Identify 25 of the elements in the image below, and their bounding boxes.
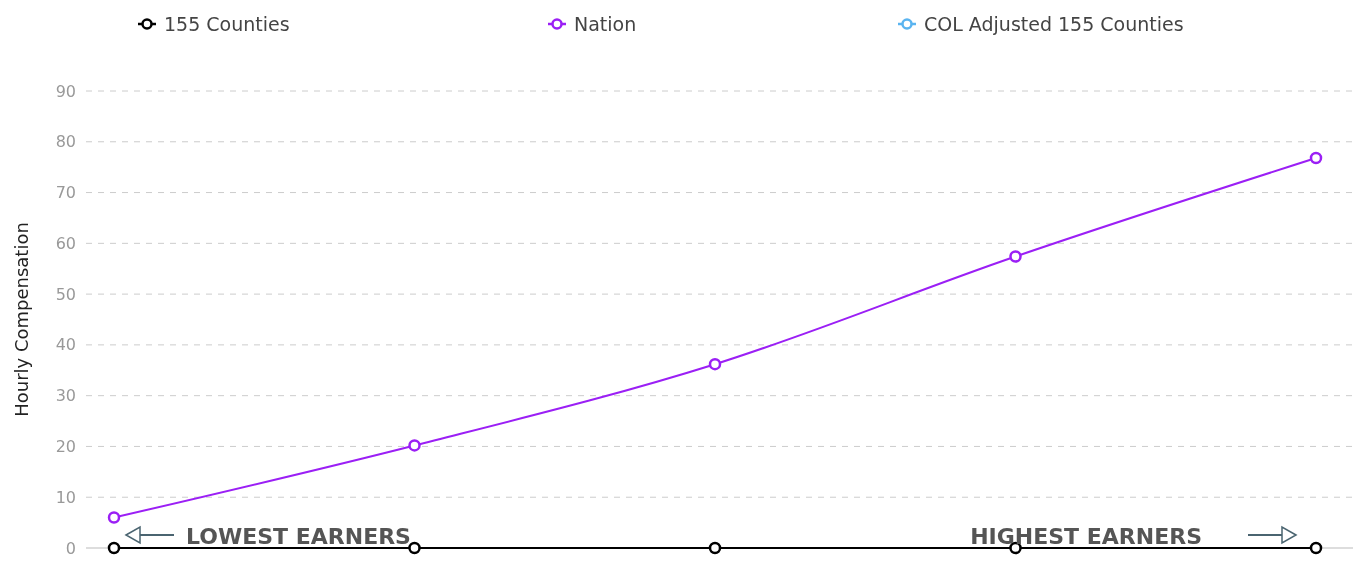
y-tick-label: 50 bbox=[55, 284, 76, 304]
point bbox=[107, 511, 121, 524]
point bbox=[408, 541, 421, 555]
annotation: LOWEST EARNERS bbox=[186, 524, 411, 549]
y-axis-title: Hourly Compensation bbox=[11, 222, 32, 417]
y-tick-label: 10 bbox=[55, 487, 76, 507]
point bbox=[708, 357, 722, 371]
y-tick-label: 60 bbox=[55, 233, 76, 253]
legend-label: 155 Counties bbox=[164, 12, 290, 35]
point bbox=[1009, 250, 1022, 263]
y-tick-label: 30 bbox=[55, 386, 76, 406]
annotation: HIGHEST EARNERS bbox=[970, 524, 1202, 549]
legend-label: COL Adjusted 155 Counties bbox=[924, 12, 1184, 35]
y-tick-label: 70 bbox=[55, 183, 76, 203]
y-tick-label: 0 bbox=[65, 538, 76, 558]
point bbox=[408, 439, 421, 452]
legend-label: Nation bbox=[574, 12, 637, 35]
point bbox=[1309, 541, 1323, 555]
point bbox=[1309, 151, 1323, 165]
y-tick-label: 80 bbox=[55, 132, 76, 152]
point bbox=[708, 541, 722, 555]
y-tick-label: 20 bbox=[55, 437, 76, 457]
point bbox=[107, 541, 121, 555]
y-tick-label: 40 bbox=[55, 335, 76, 355]
y-tick-label: 90 bbox=[55, 81, 76, 101]
